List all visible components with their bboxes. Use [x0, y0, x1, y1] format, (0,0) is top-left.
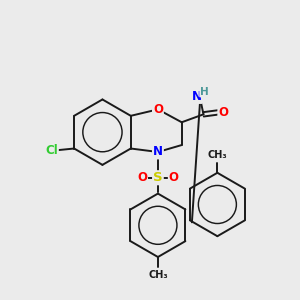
Text: N: N — [153, 146, 163, 158]
Text: H: H — [200, 86, 209, 97]
Text: Cl: Cl — [45, 144, 58, 157]
Text: S: S — [153, 171, 163, 184]
Text: CH₃: CH₃ — [208, 150, 227, 160]
Text: O: O — [153, 103, 163, 116]
Text: CH₃: CH₃ — [148, 270, 168, 280]
Text: N: N — [192, 90, 202, 103]
Text: O: O — [169, 171, 179, 184]
Text: O: O — [218, 106, 228, 119]
Text: O: O — [137, 171, 147, 184]
